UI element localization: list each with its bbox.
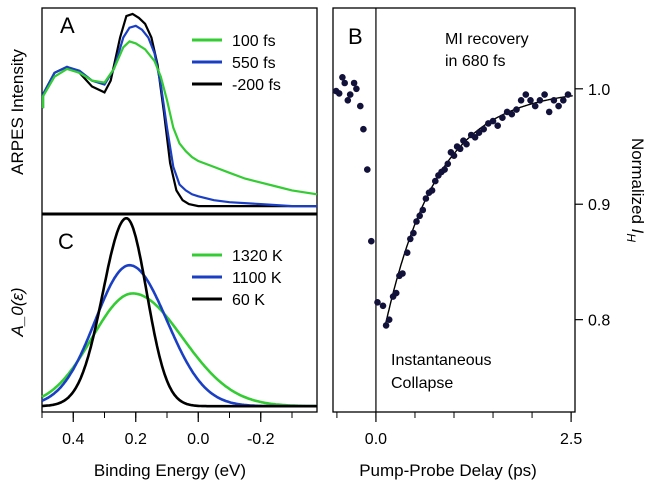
panel-b-point-11 bbox=[368, 237, 375, 245]
panel-b-point-15 bbox=[385, 316, 393, 324]
panel-b-point-6 bbox=[350, 79, 358, 87]
left-panel-frame bbox=[41, 7, 318, 413]
panel-c-xtick-label-3: -0.2 bbox=[247, 431, 275, 448]
panel-b-point-29 bbox=[432, 177, 439, 185]
panel-b-point-54 bbox=[531, 102, 539, 110]
annotation-top-line2: in 680 fs bbox=[445, 53, 505, 70]
panel-b-point-57 bbox=[545, 108, 553, 116]
panel-b-point-47 bbox=[499, 114, 506, 121]
panel-b-ylabel-italic: I bbox=[628, 229, 647, 234]
panel-b-point-2 bbox=[339, 74, 346, 81]
panel-b-plot: 0.0 2.5 0.8 0.9 1.0 bbox=[332, 8, 610, 448]
panel-a-legend-label-0: 100 fs bbox=[232, 33, 276, 50]
panel-a-legend-label-1: 550 fs bbox=[232, 55, 276, 72]
panel-b-point-50 bbox=[513, 106, 520, 113]
panel-b-point-17 bbox=[392, 289, 400, 297]
panel-c-series-2 bbox=[41, 217, 317, 408]
panel-a-letter: A bbox=[60, 13, 75, 38]
panel-b-point-21 bbox=[407, 235, 414, 243]
panel-b-ytick-label-1: 0.9 bbox=[588, 197, 610, 214]
panel-b-point-61 bbox=[564, 91, 572, 98]
panel-b-point-45 bbox=[489, 117, 497, 125]
panel-b-point-19 bbox=[399, 270, 406, 277]
annotation-bottom-line2: Collapse bbox=[391, 375, 453, 392]
panel-b-point-7 bbox=[353, 85, 360, 93]
panel-b-point-28 bbox=[428, 187, 436, 194]
panel-c-plot: 1320 K 1100 K 60 K 0.4 0.2 0.0 -0.2 bbox=[41, 217, 317, 448]
panel-b-point-55 bbox=[536, 97, 544, 104]
panel-a-series-0 bbox=[41, 40, 318, 196]
panel-b-point-60 bbox=[560, 97, 567, 104]
panel-b-point-42 bbox=[475, 129, 483, 136]
panel-c-xlabel: Binding Energy (eV) bbox=[94, 461, 246, 480]
panel-b-ytick-label-2: 1.0 bbox=[588, 82, 610, 99]
panel-c-series-0 bbox=[41, 292, 317, 408]
panel-b-point-24 bbox=[416, 212, 424, 220]
panel-b-point-22 bbox=[410, 229, 417, 237]
panel-b-point-37 bbox=[456, 145, 464, 153]
panel-b-point-23 bbox=[413, 218, 420, 225]
panel-a-legend-label-2: -200 fs bbox=[232, 77, 281, 94]
panel-a-plot: 100 fs 550 fs -200 fs bbox=[41, 12, 318, 208]
panel-c-xtick-label-0: 0.4 bbox=[62, 431, 84, 448]
panel-c-ylabel: A_0(ε) bbox=[8, 287, 27, 337]
panel-b-point-25 bbox=[419, 206, 427, 214]
panel-b-ylabel-sub: H bbox=[624, 233, 638, 242]
panel-a-series-2 bbox=[41, 12, 317, 208]
panel-b-point-35 bbox=[450, 152, 458, 159]
panel-a-ylabel: ARPES Intensity bbox=[8, 49, 27, 175]
panel-b-point-41 bbox=[471, 134, 479, 141]
panel-c-legend-label-0: 1320 K bbox=[232, 248, 283, 265]
panel-b-point-58 bbox=[550, 97, 558, 104]
panel-b-point-59 bbox=[555, 102, 562, 110]
panel-c-legend-label-2: 60 K bbox=[232, 292, 265, 309]
panel-c-xtick-label-2: 0.0 bbox=[187, 431, 209, 448]
panel-b-ylabel-main: Normalized bbox=[628, 138, 647, 229]
panel-b-point-9 bbox=[360, 125, 367, 133]
panel-b-point-13 bbox=[379, 302, 387, 310]
panel-b-letter: B bbox=[348, 24, 363, 49]
panel-b-xtick-label-0: 0.0 bbox=[365, 431, 387, 448]
panel-b-point-8 bbox=[357, 102, 364, 110]
panel-c-xtick-label-1: 0.2 bbox=[125, 431, 147, 448]
panel-b-ytick-label-0: 0.8 bbox=[588, 313, 610, 330]
panel-b-xtick-label-1: 2.5 bbox=[560, 431, 582, 448]
panel-c-letter: C bbox=[58, 229, 74, 254]
annotation-bottom-line1: Instantaneous bbox=[391, 352, 492, 369]
panel-b-point-33 bbox=[444, 160, 452, 168]
panel-b-point-20 bbox=[403, 249, 411, 256]
panel-b-point-43 bbox=[480, 125, 488, 133]
panel-c-legend-label-1: 1100 K bbox=[232, 270, 282, 287]
annotation-top-line1: MI recovery bbox=[445, 31, 529, 48]
panel-b-point-5 bbox=[346, 91, 354, 98]
panel-b-point-53 bbox=[527, 97, 534, 104]
panel-b-xlabel: Pump-Probe Delay (ps) bbox=[359, 461, 537, 480]
panel-b-point-56 bbox=[541, 91, 548, 98]
svg-text:Normalized IH: Normalized IH bbox=[624, 138, 647, 242]
panel-b-point-52 bbox=[522, 91, 530, 98]
panel-b-point-1 bbox=[335, 90, 343, 97]
panel-a-series-1 bbox=[41, 24, 317, 208]
panel-b-point-32 bbox=[441, 166, 448, 173]
panel-b-point-4 bbox=[344, 97, 352, 104]
panel-b-point-49 bbox=[508, 110, 516, 118]
panel-b-point-14 bbox=[382, 322, 390, 329]
panel-b-point-39 bbox=[463, 140, 470, 148]
panel-b-point-3 bbox=[341, 79, 349, 87]
panel-b-point-46 bbox=[494, 122, 502, 129]
panel-b-ylabel: Normalized IH bbox=[624, 138, 647, 242]
panel-b-point-12 bbox=[374, 299, 381, 306]
panel-b-point-51 bbox=[517, 97, 525, 104]
panel-b-point-10 bbox=[364, 166, 371, 173]
panel-b-point-26 bbox=[422, 195, 430, 202]
